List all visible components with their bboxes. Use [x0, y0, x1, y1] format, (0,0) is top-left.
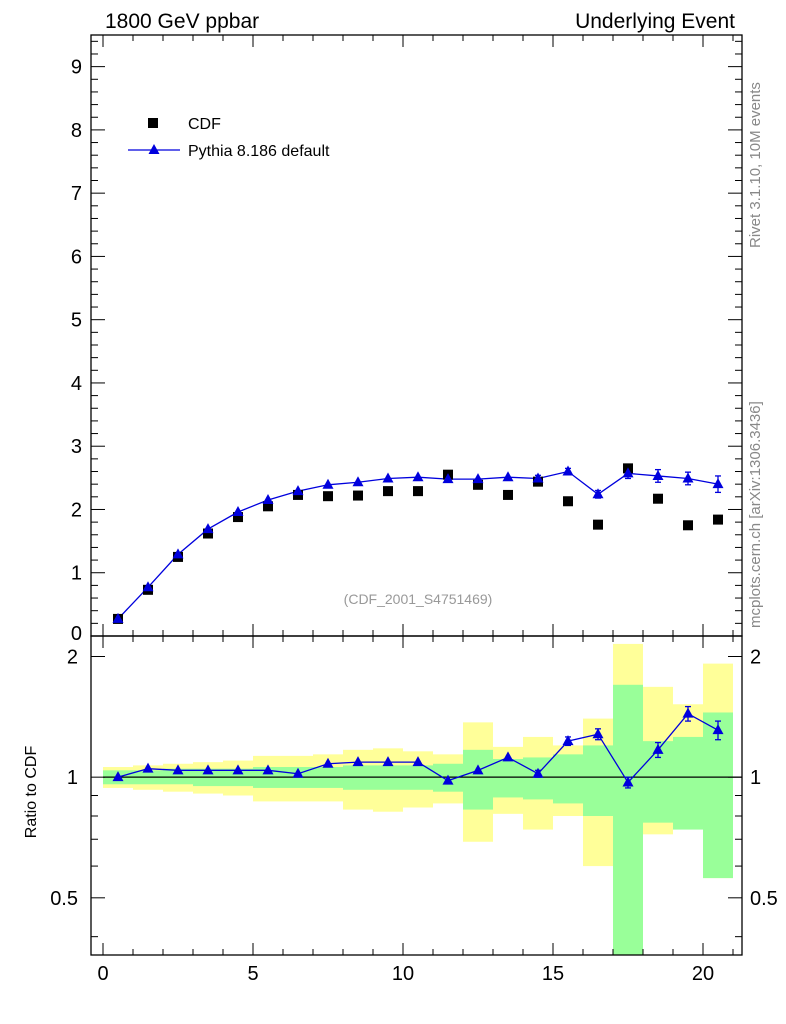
- ratio-point: [292, 767, 304, 778]
- pythia-point: [202, 523, 214, 534]
- analysis-id-label: (CDF_2001_S4751469): [344, 591, 493, 607]
- y-tick-label: 8: [71, 120, 82, 142]
- ratio-plot-panel: 0.5 0.5 1 1 2 2: [50, 635, 778, 956]
- ratio-point: [322, 757, 334, 768]
- ratio-point: [502, 751, 514, 762]
- pythia-point: [292, 485, 304, 496]
- x-tick-label: 15: [542, 963, 564, 985]
- ratio-y-tick-label-right: 0.5: [750, 888, 778, 910]
- pythia-point: [712, 478, 724, 489]
- legend-marker-cdf: [148, 118, 158, 128]
- rivet-version-label: Rivet 3.1.10, 10M events: [747, 82, 764, 248]
- ratio-point: [352, 756, 364, 767]
- cdf-data-point: [353, 490, 363, 501]
- ratio-point: [622, 776, 634, 787]
- ratio-point: [592, 728, 604, 739]
- cdf-data-point: [473, 479, 483, 490]
- y-tick-label: 6: [71, 246, 82, 268]
- y-tick-label: 4: [71, 373, 82, 395]
- pythia-point: [172, 548, 184, 559]
- y-tick-label: 0: [71, 623, 82, 645]
- pythia-point: [562, 465, 574, 476]
- ratio-point: [382, 756, 394, 767]
- x-tick-label: 10: [392, 963, 414, 985]
- ratio-y-tick-label-right: 2: [750, 647, 761, 669]
- plot-title-right: Underlying Event: [575, 10, 735, 33]
- pythia-point: [412, 471, 424, 482]
- uncertainty-band-inner: [673, 736, 703, 830]
- y-tick-label: 1: [71, 563, 82, 585]
- x-tick-label: 5: [247, 963, 258, 985]
- ratio-axis-label: Ratio to CDF: [23, 746, 40, 839]
- pythia-point: [142, 581, 154, 592]
- pythia-point: [682, 472, 694, 483]
- uncertainty-band-inner: [613, 684, 643, 955]
- cdf-data-point: [563, 496, 573, 507]
- legend-label-cdf: CDF: [188, 116, 221, 133]
- pythia-point: [502, 471, 514, 482]
- legend-marker-pythia: [148, 144, 160, 154]
- ratio-point: [412, 756, 424, 767]
- mcplots-reference-label: mcplots.cern.ch [arXiv:1306.3436]: [747, 401, 764, 628]
- ratio-point: [532, 767, 544, 778]
- uncertainty-band-inner: [493, 758, 523, 798]
- plot-title-left: 1800 GeV ppbar: [105, 10, 259, 33]
- ratio-point: [442, 774, 454, 785]
- pythia-point: [442, 473, 454, 484]
- pythia-point: [592, 488, 604, 499]
- ratio-y-tick-label-left: 1: [67, 767, 78, 789]
- ratio-y-tick-label-left: 2: [67, 647, 78, 669]
- x-tick-label: 0: [97, 963, 108, 985]
- pythia-point: [382, 472, 394, 483]
- uncertainty-band-inner: [583, 745, 613, 817]
- cdf-data-point: [683, 520, 693, 531]
- uncertainty-band-inner: [163, 768, 193, 785]
- pythia-point: [322, 478, 334, 489]
- ratio-y-tick-label-left: 0.5: [50, 888, 78, 910]
- y-tick-label: 3: [71, 436, 82, 458]
- uncertainty-band-inner: [523, 757, 553, 800]
- ratio-point: [712, 724, 724, 735]
- ratio-point: [262, 764, 274, 775]
- ratio-point: [232, 764, 244, 775]
- ratio-point: [472, 764, 484, 775]
- pythia-point: [352, 476, 364, 487]
- y-tick-label: 7: [71, 183, 82, 205]
- ratio-point: [142, 762, 154, 773]
- uncertainty-band-inner: [463, 749, 493, 810]
- main-plot-panel: 0 1 2 3 4 5 6 7 8 9: [71, 34, 743, 645]
- ratio-point: [682, 707, 694, 718]
- y-tick-label: 5: [71, 310, 82, 332]
- ratio-point: [652, 743, 664, 754]
- ratio-point: [112, 771, 124, 782]
- cdf-data-point: [203, 528, 213, 539]
- pythia-point: [232, 506, 244, 517]
- pythia-point: [112, 612, 124, 623]
- ratio-point: [172, 764, 184, 775]
- cdf-data-point: [653, 493, 663, 504]
- cdf-data-point: [713, 514, 723, 525]
- pythia-point: [532, 472, 544, 483]
- y-tick-label: 9: [71, 57, 82, 79]
- cdf-data-point: [593, 519, 603, 530]
- y-tick-label: 2: [71, 499, 82, 521]
- x-tick-label: 20: [692, 963, 714, 985]
- ratio-y-tick-label-right: 1: [750, 767, 761, 789]
- cdf-data-point: [263, 501, 273, 512]
- cdf-data-point: [503, 489, 513, 500]
- cdf-data-point: [233, 512, 243, 523]
- pythia-point: [652, 469, 664, 480]
- pythia-point: [262, 493, 274, 504]
- cdf-data-point: [383, 486, 393, 497]
- cdf-data-point: [413, 486, 423, 497]
- ratio-point: [562, 735, 574, 746]
- ratio-point: [202, 764, 214, 775]
- legend-label-pythia: Pythia 8.186 default: [188, 143, 330, 160]
- pythia-point: [622, 467, 634, 478]
- uncertainty-band-inner: [553, 754, 583, 804]
- pythia-point: [472, 473, 484, 484]
- cdf-data-point: [323, 491, 333, 502]
